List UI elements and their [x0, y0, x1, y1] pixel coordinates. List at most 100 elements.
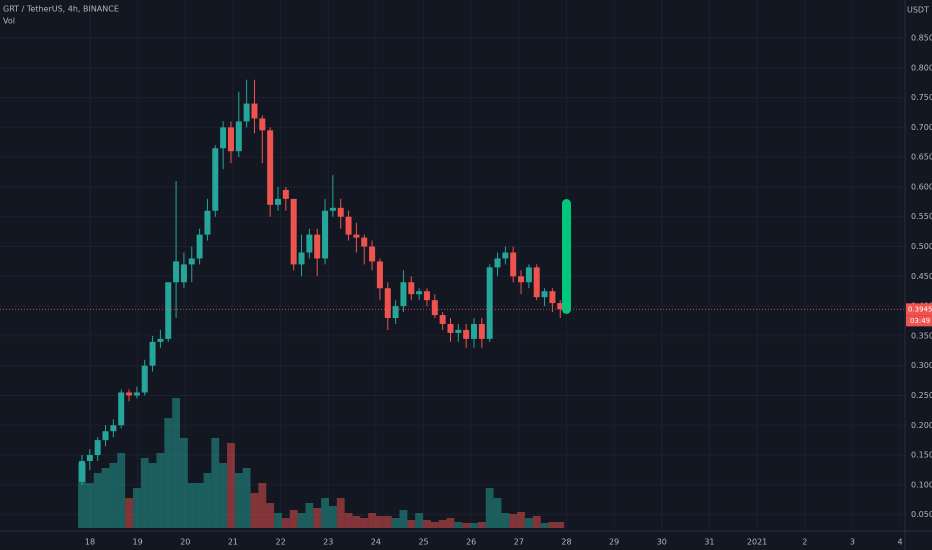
volume-bar: [407, 520, 416, 528]
candles: [79, 79, 564, 485]
candle-body: [314, 234, 321, 259]
volume-bar: [501, 513, 510, 528]
x-tick-label: 30: [657, 538, 667, 547]
volume-label: Vol: [3, 17, 15, 26]
candle-body: [337, 207, 344, 217]
volume-bar: [493, 498, 502, 528]
volume-bar: [415, 513, 424, 528]
candle-body: [306, 234, 313, 253]
candle-body: [259, 118, 266, 131]
volume-bar: [266, 503, 275, 528]
candle-body: [494, 258, 501, 268]
volume-bar: [250, 493, 259, 528]
volume-bar: [360, 518, 369, 528]
currency-label: USDT: [907, 6, 929, 15]
candle-body: [345, 216, 352, 235]
volume-bar: [423, 520, 431, 528]
volume-bar: [430, 522, 439, 528]
x-tick-label: 2021: [747, 538, 767, 547]
y-tick-label: 0.45000: [911, 272, 932, 281]
candle-body: [533, 267, 540, 298]
candle-body: [400, 282, 407, 307]
candle-body: [165, 282, 172, 339]
x-tick-label: 20: [180, 538, 190, 547]
volume-bar: [383, 516, 392, 528]
candle-body: [118, 392, 125, 426]
countdown-tag: [906, 315, 932, 327]
candle-body: [478, 323, 485, 339]
candle-body: [431, 300, 438, 316]
volume-bar: [258, 483, 267, 528]
candle-body: [353, 234, 360, 238]
volume-bar: [477, 522, 486, 528]
y-tick-label: 0.75000: [911, 93, 932, 102]
volume-bar: [485, 488, 494, 528]
volume-bar: [352, 516, 361, 528]
candle-body: [471, 323, 477, 339]
candle-body: [180, 264, 187, 283]
volume-bar: [93, 473, 102, 528]
x-tick-label: 26: [466, 538, 476, 547]
candle-body: [502, 252, 509, 259]
candle-body: [447, 323, 454, 333]
volume-bar: [117, 453, 126, 528]
candle-body: [275, 198, 281, 205]
candle-body: [243, 103, 250, 122]
volume-bar: [125, 498, 133, 528]
volume-bar: [156, 453, 165, 528]
y-tick-label: 0.35000: [911, 331, 932, 340]
volume-bar: [446, 518, 455, 528]
x-tick-label: 22: [276, 538, 286, 547]
y-tick-label: 0.55000: [911, 212, 932, 221]
volume-bar: [211, 438, 220, 528]
volume-bar: [148, 463, 157, 528]
chart-title: GRT / TetherUS, 4h, BINANCE: [3, 5, 119, 14]
candle-body: [486, 267, 493, 339]
candle-body: [290, 198, 297, 265]
volume-bar: [399, 510, 408, 528]
volume-bar: [470, 523, 478, 528]
y-tick-label: 0.25000: [911, 391, 932, 400]
volume-bar: [85, 483, 94, 528]
candle-body: [141, 365, 148, 393]
volume-bar: [242, 468, 251, 528]
candle-body: [298, 252, 305, 265]
volume-bar: [164, 418, 173, 528]
candle-body: [416, 291, 423, 295]
y-tick-label: 0.15000: [911, 451, 932, 460]
candle-body: [267, 130, 274, 205]
candle-body: [110, 425, 117, 432]
y-tick-label: 0.65000: [911, 153, 932, 162]
candle-body: [79, 461, 85, 482]
volume-bar: [180, 438, 188, 528]
volume-bar: [336, 498, 345, 528]
candle-body: [423, 291, 430, 301]
x-tick-label: 24: [371, 538, 381, 547]
x-tick-label: 19: [133, 538, 143, 547]
candle-body: [408, 282, 415, 295]
volume-bar: [203, 473, 212, 528]
y-tick-label: 0.20000: [911, 421, 932, 430]
candle-body: [541, 291, 548, 298]
volume-bar: [391, 518, 400, 528]
volume-bar: [328, 506, 337, 528]
candle-body: [329, 207, 336, 211]
volume-bar: [454, 522, 463, 528]
candle-body: [557, 303, 564, 310]
y-tick-label: 0.10000: [911, 480, 932, 489]
candle-body: [510, 252, 517, 277]
volume-bar: [509, 514, 518, 528]
volume-bar: [313, 508, 322, 528]
x-tick-label: 28: [561, 538, 571, 547]
volume-pane: [78, 398, 565, 528]
volume-bar: [195, 483, 204, 528]
candle-body: [361, 237, 368, 247]
volume-bar: [140, 458, 149, 528]
volume-bar: [187, 483, 196, 528]
candle-body: [369, 246, 376, 262]
candle-body: [133, 392, 140, 396]
volume-bar: [172, 398, 180, 528]
volume-bar: [305, 503, 314, 528]
